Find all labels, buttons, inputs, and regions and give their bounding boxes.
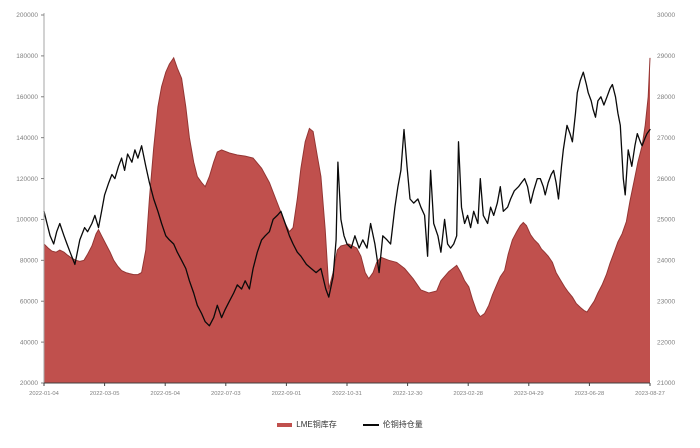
lme-inventory-area: [44, 57, 650, 384]
left-axis-label: 120000: [16, 176, 38, 183]
left-axis-label: 100000: [16, 217, 38, 224]
right-axis-label: 30000: [657, 12, 675, 19]
red-area-swatch-icon: [277, 422, 293, 427]
x-axis-label: 2023-08-27: [635, 391, 665, 397]
x-axis-label: 2022-09-01: [272, 391, 302, 397]
left-axis-label: 20000: [20, 380, 38, 387]
right-axis-label: 22000: [657, 339, 675, 346]
right-axis-label: 21000: [657, 380, 675, 387]
right-axis-label: 24000: [657, 258, 675, 265]
chart-legend: LME铜库存 伦铜持仓量: [0, 419, 700, 430]
x-axis-label: 2022-03-05: [90, 391, 120, 397]
right-axis-label: 29000: [657, 53, 675, 60]
legend-label-open-interest: 伦铜持仓量: [382, 420, 423, 429]
right-axis-label: 25000: [657, 217, 675, 224]
x-axis-label: 2022-10-31: [332, 391, 362, 397]
black-line-swatch-icon: [362, 423, 379, 426]
left-axis-label: 80000: [20, 258, 38, 265]
right-axis-label: 27000: [657, 135, 675, 142]
x-axis-label: 2023-02-28: [453, 391, 483, 397]
right-axis-label: 28000: [657, 94, 675, 101]
x-axis-label: 2022-05-04: [150, 391, 180, 397]
left-axis-label: 180000: [16, 53, 38, 60]
legend-item-lme-inventory: LME铜库存: [277, 419, 337, 430]
left-axis-label: 60000: [20, 298, 38, 305]
lme-inventory-area-edge: [43, 56, 651, 318]
x-axis-label: 2023-04-29: [514, 391, 544, 397]
x-axis-label: 2022-07-03: [211, 391, 241, 397]
open-interest-line: [43, 71, 651, 327]
legend-label-lme-inventory: LME铜库存: [296, 420, 337, 429]
left-axis-label: 40000: [20, 339, 38, 346]
left-axis-label: 140000: [16, 135, 38, 142]
left-axis-label: 160000: [16, 94, 38, 101]
right-axis-label: 23000: [657, 298, 675, 305]
x-axis-label: 2023-06-28: [575, 391, 605, 397]
legend-item-open-interest: 伦铜持仓量: [362, 419, 423, 430]
left-axis-label: 200000: [16, 12, 38, 19]
x-axis-label: 2022-01-04: [29, 391, 59, 397]
x-axis-label: 2022-12-30: [393, 391, 423, 397]
right-axis-label: 26000: [657, 176, 675, 183]
